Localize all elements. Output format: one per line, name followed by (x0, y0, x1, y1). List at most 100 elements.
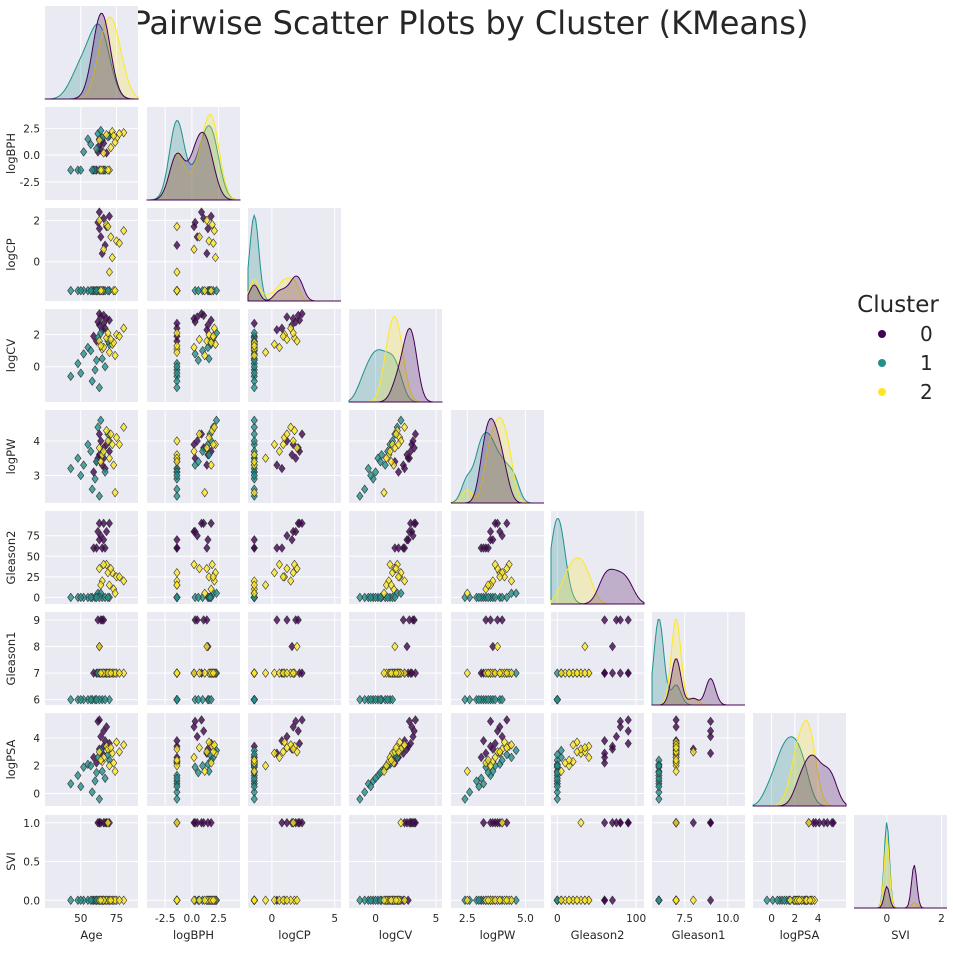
data-point-cluster-0 (278, 818, 286, 828)
data-point-cluster-0 (399, 615, 407, 625)
data-point-cluster-2 (105, 267, 113, 277)
panel-background (551, 612, 644, 705)
data-point-cluster-2 (380, 487, 388, 498)
data-point-cluster-1 (475, 694, 483, 705)
y-tick-label: 2.5 (23, 123, 40, 135)
data-point-cluster-0 (608, 741, 616, 752)
legend: Cluster 0 1 2 (857, 292, 939, 404)
data-point-cluster-1 (367, 694, 375, 705)
data-point-cluster-2 (289, 744, 297, 754)
data-point-cluster-1 (553, 781, 561, 792)
data-point-cluster-2 (573, 895, 581, 905)
data-point-cluster-2 (275, 559, 283, 570)
data-point-cluster-2 (97, 456, 105, 467)
data-point-cluster-2 (111, 350, 119, 361)
data-point-cluster-2 (201, 285, 209, 296)
data-point-cluster-0 (707, 818, 715, 828)
x-tick-label: 0.0 (184, 913, 201, 925)
data-point-cluster-0 (411, 518, 419, 529)
legend-label: 0 (920, 322, 933, 346)
data-point-cluster-2 (173, 221, 181, 232)
data-point-cluster-1 (372, 694, 380, 705)
data-point-cluster-2 (491, 752, 499, 763)
data-point-cluster-2 (104, 165, 112, 175)
data-point-cluster-2 (672, 818, 680, 828)
panel-background (45, 107, 138, 200)
data-point-cluster-1 (372, 592, 380, 603)
data-point-cluster-1 (97, 328, 105, 338)
y-tick-label: 2 (33, 215, 40, 227)
panel-Gleason2-vs-Gleason2 (550, 511, 645, 605)
data-point-cluster-2 (203, 641, 211, 652)
data-point-cluster-2 (392, 895, 400, 905)
data-point-cluster-1 (101, 467, 109, 477)
panel-background (854, 815, 947, 908)
data-point-cluster-0 (608, 895, 616, 905)
data-point-cluster-1 (207, 694, 215, 705)
data-point-cluster-2 (380, 588, 388, 599)
data-point-cluster-1 (77, 781, 85, 792)
y-tick-label: 0 (33, 257, 40, 269)
data-point-cluster-2 (262, 347, 270, 357)
panel-background (248, 612, 341, 705)
data-point-cluster-1 (376, 592, 384, 603)
data-point-cluster-1 (88, 376, 96, 386)
data-point-cluster-1 (250, 781, 258, 792)
data-point-cluster-2 (207, 584, 215, 594)
data-point-cluster-2 (205, 432, 213, 443)
data-point-cluster-0 (204, 535, 212, 545)
data-point-cluster-1 (80, 460, 88, 470)
data-point-cluster-2 (279, 572, 287, 582)
data-point-cluster-1 (250, 429, 258, 439)
data-point-cluster-0 (283, 731, 291, 742)
data-point-cluster-0 (408, 439, 416, 450)
y-axis-label: logPSA (4, 739, 18, 779)
data-point-cluster-0 (612, 731, 620, 742)
data-point-cluster-0 (193, 436, 201, 446)
data-point-cluster-0 (283, 818, 291, 828)
data-point-cluster-1 (92, 355, 101, 366)
data-point-cluster-0 (624, 715, 632, 725)
panel-Age-vs-Age (44, 6, 139, 100)
data-point-cluster-1 (655, 767, 663, 778)
data-point-cluster-1 (77, 592, 85, 603)
data-point-cluster-0 (707, 748, 715, 758)
data-point-cluster-1 (773, 895, 781, 905)
y-tick-label: 6 (33, 695, 40, 707)
panel-SVI-vs-Gleason1: 7.5 10.0 Gleason1 (652, 815, 745, 942)
x-axis-label: logPW (480, 928, 516, 942)
data-point-cluster-1 (475, 781, 483, 792)
data-point-cluster-2 (283, 895, 291, 905)
data-point-cluster-2 (104, 328, 112, 338)
data-point-cluster-2 (105, 453, 113, 463)
y-tick-label: 3 (33, 470, 40, 482)
panel-background (147, 511, 240, 604)
data-point-cluster-2 (289, 436, 297, 446)
y-axis-label: logBPH (4, 133, 18, 174)
data-point-cluster-2 (283, 668, 291, 678)
data-point-cluster-2 (565, 755, 573, 765)
data-point-cluster-0 (394, 467, 403, 477)
data-point-cluster-2 (498, 818, 506, 828)
data-point-cluster-2 (387, 580, 395, 590)
data-point-cluster-2 (250, 755, 258, 765)
data-point-cluster-1 (212, 415, 221, 426)
data-point-cluster-1 (67, 165, 75, 175)
data-point-cluster-0 (482, 543, 490, 553)
data-point-cluster-1 (194, 355, 202, 366)
data-point-cluster-0 (487, 535, 495, 545)
data-point-cluster-1 (356, 491, 364, 501)
data-point-cluster-0 (491, 738, 499, 749)
data-point-cluster-1 (87, 694, 95, 705)
data-point-cluster-2 (173, 285, 181, 296)
data-point-cluster-2 (503, 563, 511, 574)
panel-background (652, 713, 745, 806)
data-point-cluster-2 (195, 334, 203, 345)
data-point-cluster-2 (283, 429, 291, 439)
data-point-cluster-2 (672, 743, 680, 753)
data-point-cluster-2 (209, 238, 217, 248)
panel-background (45, 612, 138, 705)
data-point-cluster-0 (97, 731, 105, 742)
data-point-cluster-0 (98, 543, 106, 553)
